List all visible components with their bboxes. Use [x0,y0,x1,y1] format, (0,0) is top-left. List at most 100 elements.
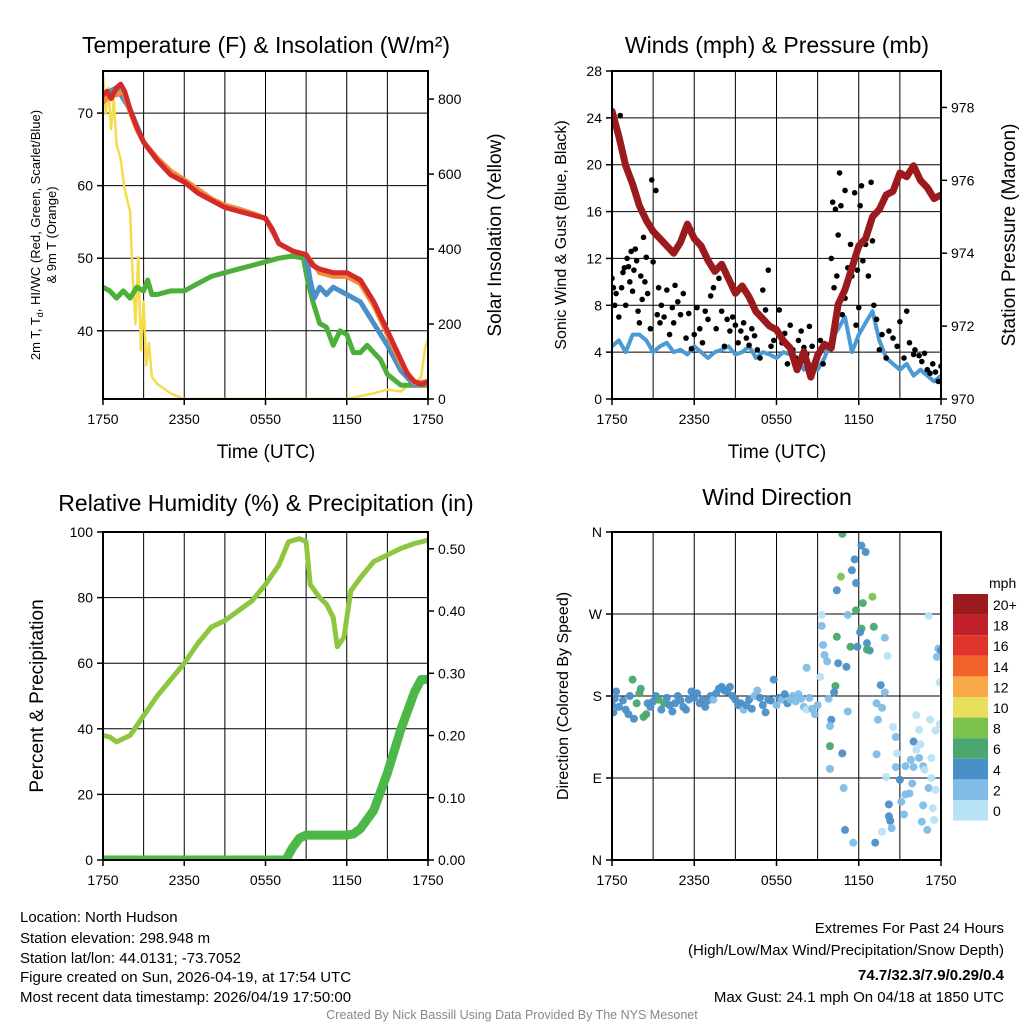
x-tick-label: 1750 [925,872,956,888]
wind-direction-point [880,633,889,642]
gust-point [666,331,673,338]
gust-point [854,267,861,273]
wind-direction-point [825,722,834,731]
plot-area [612,532,941,847]
y-tick-label-left: 24 [586,110,602,126]
y-tick-label-left: W [589,606,603,622]
legend-swatch [953,779,988,800]
gust-point [855,304,862,311]
wind-direction-point [769,675,778,684]
wind-direction-point [805,693,814,702]
gust-point [838,202,844,209]
gust-point [654,311,661,318]
gust-point [702,308,709,314]
x-tick-label: 0550 [250,872,281,888]
gust-point [903,308,910,314]
wind-direction-point [709,695,718,704]
legend-label: 16 [993,638,1009,654]
temperature-y-axis-label-left: 2m T, Td, HI/WC (Red, Green, Scarlet/Blu… [28,110,45,360]
gust-point [784,361,791,367]
gust-point [622,302,629,309]
x-tick-label: 1750 [412,411,443,427]
y-tick-label-left: 4 [594,344,602,360]
gust-point [749,325,755,332]
gust-point [618,284,625,291]
y-tick-label-left: N [592,852,602,868]
wind-direction-point [843,707,852,716]
y-tick-label-right: 976 [951,172,975,188]
y-tick-label-right: 400 [438,241,462,257]
wind-direction-point [758,701,767,710]
gust-point [869,238,876,244]
wind-direction-point [701,702,710,711]
legend-swatch [953,676,988,697]
wind-direction-point [916,740,925,749]
wind-direction-point [636,684,645,693]
y-tick-label-right: 600 [438,166,462,182]
legend-swatch [953,655,988,677]
wind-direction-point [823,657,832,666]
wind-direction-point [862,645,871,654]
x-tick-label: 0550 [250,411,281,427]
temperature-x-axis-label: Time (UTC) [217,442,316,463]
wind-direction-point [817,610,826,619]
y-tick-label-right: 0.40 [438,603,465,619]
gust-point [847,241,854,248]
gust-point [636,320,643,326]
wind-direction-plot: 1750 2350 0550 1150 1750 N E S W N [589,524,957,888]
gust-point [696,325,703,332]
gust-point [746,342,752,348]
x-tick-label: 1750 [412,872,443,888]
gust-point [647,325,654,332]
gust-point [768,343,774,350]
wind-direction-point [843,610,852,619]
y-tick-label-right: 0.00 [438,852,465,868]
wind-direction-point [612,694,619,703]
wind-direction-point [889,722,898,731]
y-tick-label-left: 12 [586,250,602,266]
footer-latlon: Station lat/lon: 44.0131; -73.7052 [20,950,241,967]
temperature-y-axis-label-left-line2: & 9m T (Orange) [44,186,59,283]
gust-point [721,343,728,350]
winds-x-axis-label: Time (UTC) [728,442,827,463]
gust-point [912,347,918,353]
gust-point [633,257,640,264]
gust-point [729,314,736,320]
gust-point [735,339,741,346]
gust-point [675,298,681,305]
gust-point [655,284,662,291]
gust-point [890,335,896,341]
wind-direction-point [838,749,847,758]
wind-direction-point [629,714,638,723]
credit-line: Created By Nick Bassill Using Data Provi… [326,1008,698,1022]
gust-point [705,316,711,323]
gust-point [650,259,656,265]
gust-point [835,232,841,238]
wind-direction-point [819,640,828,649]
y-tick-label-right: 0.50 [438,541,465,557]
gust-point [836,170,843,176]
wind-direction-point [624,710,633,719]
temperature-y-axis-label-right: Solar Insolation (Yellow) [485,133,506,336]
wind-direction-point [924,784,933,793]
gust-point [624,255,630,262]
y-tick-label-left: 70 [77,105,93,121]
gust-point [916,352,922,359]
legend-title: mph [989,575,1016,591]
wind-direction-point [614,702,623,711]
wind-direction-point [924,611,933,620]
wind-direction-point [628,675,637,684]
y-tick-label-right: 970 [951,391,975,407]
humidity-chart-title: Relative Humidity (%) & Precipitation (i… [58,490,473,516]
wind-direction-point [891,733,900,741]
y-tick-label-left: 28 [586,63,602,79]
gust-point [873,316,880,323]
legend-swatch [953,697,988,718]
wind-direction-point [928,804,937,813]
legend-swatch [953,614,988,636]
wind-direction-point [852,606,861,615]
gust-point [732,322,739,329]
wind-direction-point [747,704,756,713]
gust-point [901,355,907,361]
wind-direction-point [832,586,841,595]
